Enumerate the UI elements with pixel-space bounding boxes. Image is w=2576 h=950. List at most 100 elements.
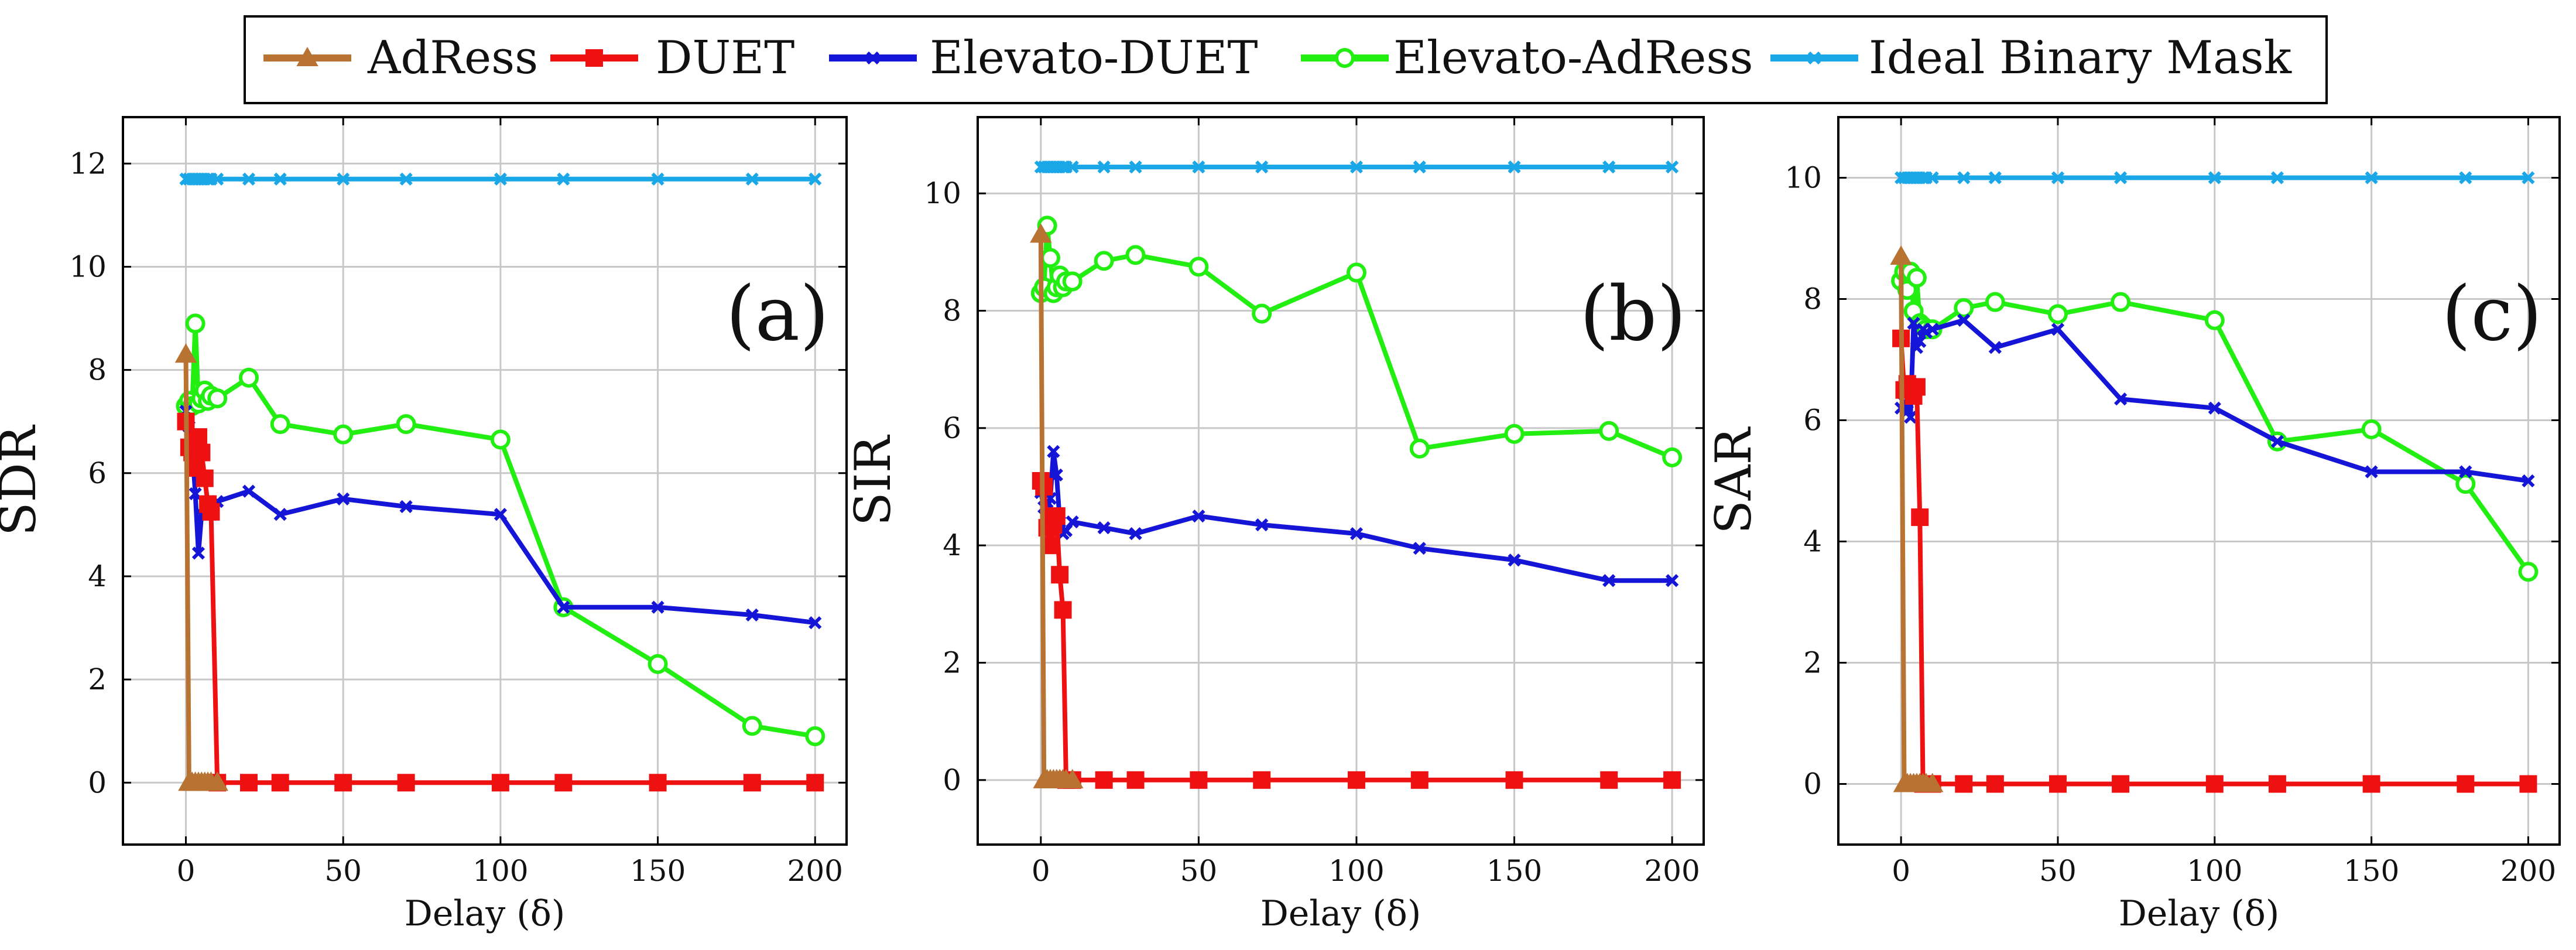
data-point-duet — [2519, 775, 2537, 793]
data-point-ideal-binary-mask — [1413, 160, 1426, 174]
y-tick-label: 0 — [1803, 767, 1822, 801]
x-marker-icon-shape — [866, 51, 880, 65]
data-point-adress — [1030, 223, 1052, 243]
data-point-ideal-binary-mask — [1988, 171, 2002, 184]
data-point-duet — [1663, 771, 1681, 789]
panel-a: 0 50 100 150 200 0 2 4 6 8 10 12 Delay (δ) SDR (a) — [0, 116, 848, 934]
y-tick-label: 10 — [1784, 161, 1822, 195]
y-tick-label: 0 — [88, 766, 107, 799]
x-tick-label: 100 — [2187, 854, 2242, 888]
data-point-elevato-duet — [2208, 401, 2221, 415]
data-point-elevato-duet — [1255, 518, 1269, 532]
series-ideal-binary-mask — [179, 172, 822, 186]
triangle-marker-icon — [296, 46, 318, 66]
x-marker-icon — [1807, 51, 1821, 65]
legend-label-elevato-adress: Elevato-AdRess — [1393, 32, 1753, 84]
y-tick-label: 0 — [943, 763, 961, 797]
data-point-elevato-duet — [1349, 527, 1364, 541]
data-point-elevato-adress — [1662, 447, 1683, 467]
data-point-elevato-duet — [1904, 411, 1917, 424]
grid — [978, 117, 1704, 845]
data-point-ideal-binary-mask — [1508, 160, 1521, 174]
legend-label-duet: DUET — [656, 32, 794, 84]
data-point-elevato-adress — [1252, 303, 1272, 324]
data-point-elevato-duet — [1913, 334, 1927, 348]
x-tick-label: 200 — [1644, 854, 1700, 888]
panel-b: 0 50 100 150 200 0 2 4 6 8 10 Delay (δ) SIR (b) — [844, 116, 1705, 934]
data-point-elevato-adress — [2047, 304, 2068, 324]
x-tick-label: 200 — [787, 854, 843, 888]
x-tick-label: 200 — [2500, 854, 2556, 888]
data-point-elevato-duet — [2270, 435, 2284, 448]
plot-frame — [977, 116, 1705, 846]
y-tick-label: 6 — [1803, 404, 1822, 438]
data-point-duet — [1190, 771, 1208, 789]
data-point-elevato-duet — [399, 500, 413, 514]
data-point-elevato-adress — [1346, 262, 1366, 283]
data-point-adress — [1921, 773, 1944, 792]
series-adress — [174, 343, 228, 791]
data-point-duet — [491, 774, 509, 792]
data-point-elevato-adress — [1040, 248, 1060, 268]
legend-entry-ideal-binary-mask[interactable]: Ideal Binary Mask — [1770, 32, 2292, 84]
data-point-duet — [1347, 771, 1365, 789]
panel-c: 0 50 100 150 200 0 2 4 6 8 10 Delay (δ) SAR (c) — [1705, 116, 2561, 934]
data-point-adress — [206, 771, 228, 791]
data-point-elevato-duet — [2522, 474, 2535, 488]
y-tick-label: 6 — [88, 456, 107, 490]
data-point-elevato-adress — [1188, 257, 1209, 277]
data-point-elevato-adress — [1906, 268, 1927, 288]
data-point-duet — [2457, 775, 2475, 793]
y-tick-label: 8 — [88, 353, 107, 387]
x-tick-label: 0 — [177, 854, 196, 888]
y-tick-label: 2 — [1803, 646, 1822, 680]
circle-marker-icon-shape — [1335, 48, 1355, 68]
legend-entry-elevato-duet[interactable]: Elevato-DUET — [829, 32, 1258, 84]
y-tick-label: 8 — [1803, 282, 1822, 316]
data-point-duet — [2112, 775, 2130, 793]
x-axis-label: Delay (δ) — [405, 893, 565, 934]
data-point-elevato-duet — [651, 600, 664, 614]
data-point-ideal-binary-mask — [1066, 160, 1079, 174]
y-tick-label: 4 — [1803, 525, 1822, 559]
data-point-ideal-binary-mask — [745, 172, 759, 186]
data-point-ideal-binary-mask — [2051, 171, 2065, 184]
data-point-duet — [1095, 771, 1113, 789]
data-point-elevato-duet — [1129, 527, 1142, 541]
data-point-elevato-duet — [1047, 445, 1060, 459]
data-point-elevato-duet — [1926, 323, 1939, 336]
data-point-ideal-binary-mask — [651, 172, 664, 186]
data-point-elevato-adress — [238, 367, 259, 388]
legend-entry-adress[interactable]: AdRess — [263, 32, 538, 84]
legend-entry-duet[interactable]: DUET — [550, 32, 794, 84]
data-point-elevato-duet — [1602, 574, 1616, 587]
x-tick-label: 150 — [2344, 854, 2399, 888]
data-point-adress — [1061, 768, 1084, 788]
square-marker-icon-shape — [585, 49, 603, 67]
series-ideal-binary-mask — [1034, 160, 1679, 174]
x-tick-label: 100 — [1328, 854, 1384, 888]
data-point-duet — [2362, 775, 2380, 793]
y-tick-label: 6 — [943, 411, 961, 445]
data-point-elevato-adress — [490, 429, 511, 450]
data-point-elevato-adress — [1599, 421, 1619, 441]
y-tick-label: 2 — [943, 646, 961, 680]
data-point-elevato-adress — [2204, 310, 2225, 330]
data-point-elevato-duet — [1907, 316, 1920, 330]
data-point-elevato-adress — [805, 726, 825, 747]
data-point-duet — [397, 774, 415, 792]
data-point-ideal-binary-mask — [1957, 171, 1971, 184]
data-point-duet — [743, 774, 761, 792]
tick-labels: 0 50 100 150 200 0 2 4 6 8 10 12 — [69, 117, 847, 888]
data-point-duet — [806, 774, 824, 792]
data-point-elevato-duet — [1988, 341, 2002, 354]
data-point-elevato-adress — [185, 313, 205, 334]
legend-entry-elevato-adress[interactable]: Elevato-AdRess — [1301, 32, 1753, 84]
data-point-duet — [1410, 771, 1429, 789]
x-tick-label: 0 — [1892, 854, 1910, 888]
data-point-duet — [1253, 771, 1271, 789]
data-point-elevato-duet — [2365, 465, 2378, 479]
data-point-ideal-binary-mask — [1129, 160, 1142, 174]
data-point-duet — [193, 443, 211, 462]
